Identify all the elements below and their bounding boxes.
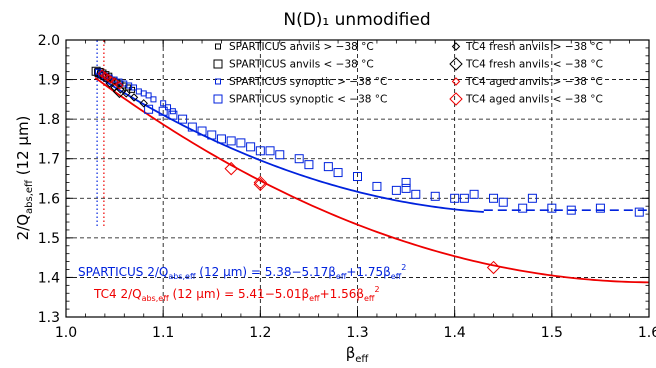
data-point — [634, 207, 644, 217]
y-tick-label: 1.9 — [38, 73, 60, 89]
legend-label: SPARTICUS synoptic > −38 °C — [229, 76, 387, 88]
data-point — [323, 162, 333, 172]
data-points — [91, 66, 644, 275]
legend-marker — [213, 59, 223, 69]
data-point — [144, 104, 154, 114]
data-point — [160, 100, 167, 107]
data-point — [489, 193, 499, 203]
fit-curves — [94, 40, 649, 284]
x-tick-label: 1.0 — [55, 325, 77, 341]
legend-marker — [449, 57, 463, 71]
data-point — [187, 122, 197, 132]
x-tick-label: 1.3 — [346, 325, 368, 341]
data-point — [178, 114, 188, 124]
y-tick-label: 1.8 — [38, 112, 60, 128]
sparticus-fit-equation: SPARTICUS 2/Qabs,eff (12 μm) = 5.38−5.17… — [78, 263, 406, 281]
legend-marker — [215, 43, 221, 50]
y-tick-label: 1.7 — [38, 152, 60, 168]
data-point — [207, 130, 217, 140]
data-point — [106, 75, 115, 84]
data-point — [168, 110, 178, 120]
legend: SPARTICUS anvils > −38 °C SPARTICUS anvil… — [213, 41, 603, 106]
data-point — [150, 96, 157, 103]
data-point — [294, 154, 304, 164]
data-point — [459, 193, 469, 203]
legend-marker — [215, 78, 221, 85]
legend-label: TC4 fresh anvils < −38 °C — [465, 59, 603, 71]
data-point — [253, 175, 268, 190]
fit-curve — [94, 76, 649, 284]
data-point — [253, 177, 268, 192]
data-point — [255, 146, 265, 156]
data-point — [224, 161, 238, 176]
grid-lines — [66, 40, 649, 317]
legend-label: TC4 aged anvils > −38 °C — [465, 76, 603, 88]
data-point — [527, 193, 537, 203]
data-point — [112, 84, 127, 99]
data-point — [547, 203, 557, 213]
data-point — [275, 150, 285, 160]
data-point — [450, 193, 460, 203]
data-point — [129, 93, 139, 102]
data-point — [115, 81, 124, 90]
data-point — [518, 203, 528, 213]
data-point — [595, 203, 605, 213]
data-point — [430, 191, 440, 201]
data-point — [246, 142, 256, 152]
x-tick-label: 1.6 — [638, 325, 656, 341]
legend-marker — [451, 77, 461, 86]
data-point — [401, 177, 411, 187]
chart-title: N(D)₁ unmodified — [283, 10, 430, 30]
data-point — [372, 181, 382, 191]
data-point — [353, 172, 362, 182]
data-point — [236, 138, 246, 148]
legend-label: SPARTICUS synoptic < −38 °C — [229, 94, 387, 106]
x-tick-label: 1.4 — [444, 325, 466, 341]
tick-labels: 1.0 1.1 1.2 1.3 1.4 1.5 1.6 1.3 1.4 1.5 1.6 1.7 1.8 1… — [38, 33, 656, 341]
data-point — [158, 106, 168, 116]
chart-title-text: N(D)₁ unmodified — [283, 10, 430, 30]
y-tick-label: 1.4 — [38, 270, 60, 286]
data-point — [265, 146, 275, 156]
data-point — [411, 189, 421, 199]
fit-equations: SPARTICUS 2/Qabs,eff (12 μm) = 5.38−5.17… — [78, 263, 406, 303]
legend-label: TC4 fresh anvils > −38 °C — [465, 41, 603, 53]
data-point — [139, 99, 148, 108]
data-point — [216, 134, 226, 144]
data-point — [566, 205, 576, 215]
data-point — [131, 84, 138, 91]
data-point — [391, 185, 401, 195]
legend-label: SPARTICUS anvils < −38 °C — [229, 59, 374, 71]
y-tick-label: 1.5 — [38, 231, 60, 247]
data-point — [197, 126, 207, 136]
data-point — [145, 92, 152, 99]
data-point — [469, 189, 479, 199]
x-tick-label: 1.2 — [249, 325, 271, 341]
data-point — [304, 160, 314, 170]
legend-marker — [451, 42, 461, 51]
data-point — [122, 89, 131, 98]
data-point — [486, 260, 501, 275]
x-tick-label: 1.5 — [541, 325, 563, 341]
legend-marker — [449, 92, 463, 106]
data-point — [333, 168, 343, 178]
y-tick-label: 1.6 — [38, 191, 60, 207]
axis-ticks — [65, 39, 650, 318]
fit-curve — [94, 74, 484, 213]
y-tick-label: 2.0 — [38, 33, 60, 49]
legend-label: TC4 aged anvils < −38 °C — [465, 94, 603, 106]
data-point — [110, 77, 119, 86]
data-point — [401, 183, 411, 193]
legend-label: SPARTICUS anvils > −38 °C — [229, 41, 374, 53]
tc4-fit-equation: TC4 2/Qabs,eff (12 μm) = 5.41−5.01βeff+1… — [93, 285, 380, 303]
y-tick-label: 1.3 — [38, 310, 60, 326]
data-point — [498, 197, 508, 207]
y-axis-label: 2/Qabs,eff (12 μm) — [14, 116, 35, 241]
legend-marker — [213, 94, 223, 104]
data-point — [226, 136, 236, 146]
x-tick-label: 1.1 — [152, 325, 174, 341]
